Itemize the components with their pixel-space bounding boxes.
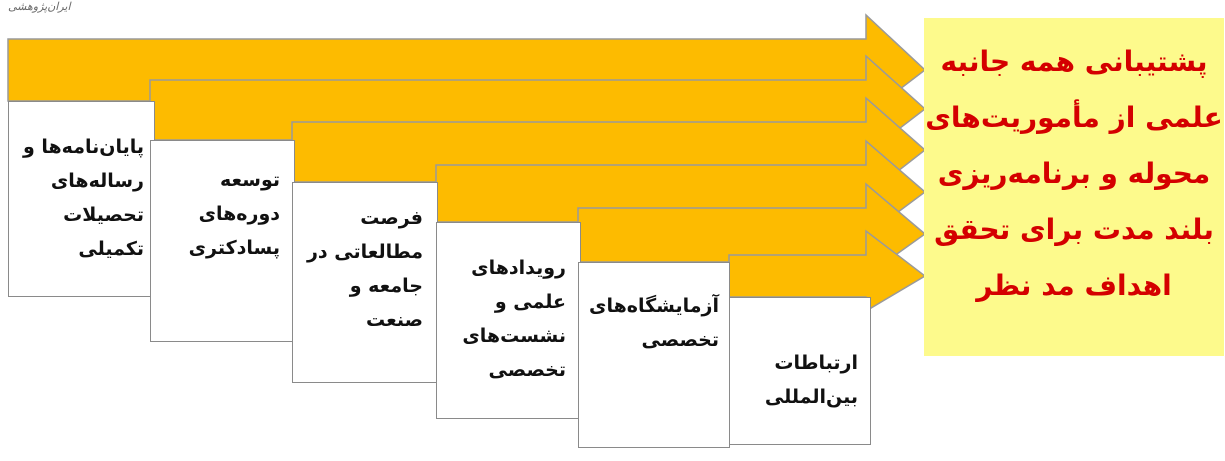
- step-label-5: آزمایشگاه‌های تخصصی: [589, 295, 719, 351]
- step-label-6: ارتباطات بین‌المللی: [764, 352, 858, 408]
- step-box-2: توسعه دوره‌های پسادکتری: [150, 140, 295, 342]
- step-box-1: پایان‌نامه‌ها و رساله‌های تحصیلات تکمیلی: [8, 101, 155, 297]
- step-label-4: رویدادهای علمی و نشست‌های تخصصی: [462, 257, 566, 381]
- step-box-5: آزمایشگاه‌های تخصصی: [578, 262, 730, 448]
- goal-line-5: اهداف مد نظر: [976, 269, 1172, 302]
- step-box-3: فرصت مطالعاتی در جامعه و صنعت: [292, 182, 438, 383]
- goal-line-4: بلند مدت برای تحقق: [934, 213, 1214, 246]
- step-label-1: پایان‌نامه‌ها و رساله‌های تحصیلات تکمیلی: [22, 136, 144, 260]
- goal-line-2: علمی از مأموریت‌های: [925, 101, 1223, 134]
- step-label-2: توسعه دوره‌های پسادکتری: [188, 169, 280, 259]
- goal-box: پشتیبانی همه جانبه علمی از مأموریت‌های م…: [924, 18, 1224, 356]
- step-label-3: فرصت مطالعاتی در جامعه و صنعت: [306, 207, 423, 331]
- goal-line-1: پشتیبانی همه جانبه: [940, 45, 1208, 78]
- step-box-6: ارتباطات بین‌المللی: [729, 297, 871, 445]
- logo-text: ایران‌پژوهشی: [8, 0, 71, 13]
- goal-line-3: محوله و برنامه‌ریزی: [937, 157, 1211, 190]
- step-box-4: رویدادهای علمی و نشست‌های تخصصی: [436, 222, 581, 419]
